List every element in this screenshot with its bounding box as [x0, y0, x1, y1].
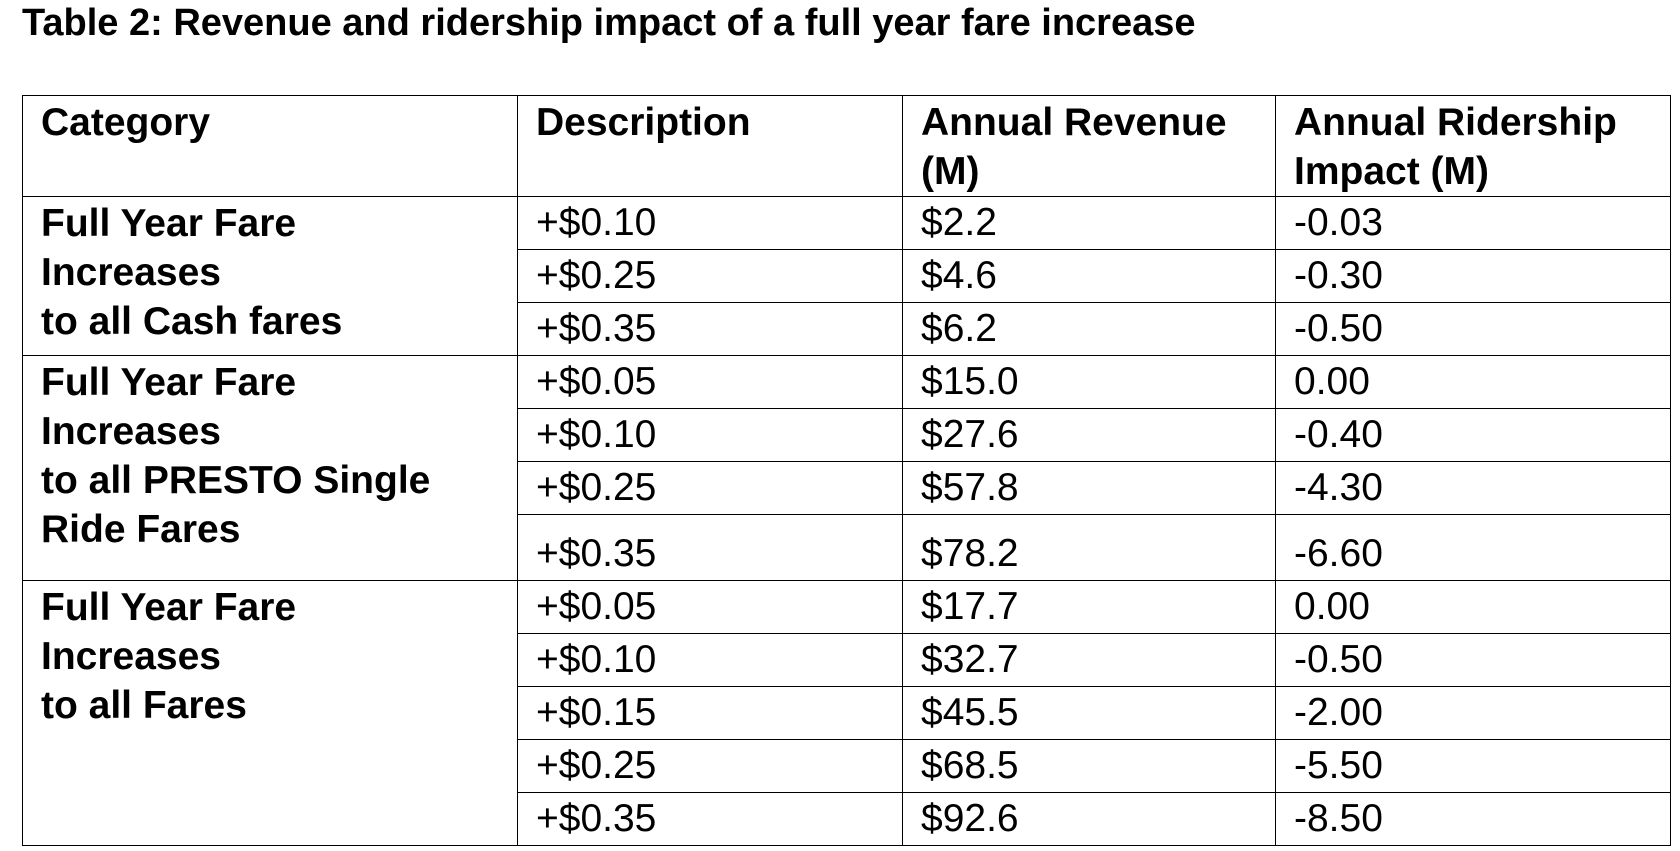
- description-cell: +$0.25: [517, 461, 903, 515]
- table-row: +$0.25 $57.8 -4.30: [23, 461, 1671, 515]
- table-row: +$0.25 $68.5 -5.50: [23, 739, 1671, 793]
- header-annual-revenue: Annual Revenue (M): [902, 95, 1276, 197]
- header-category: Category: [22, 95, 518, 197]
- description-cell: +$0.15: [517, 686, 903, 740]
- header-revenue-line1: Annual Revenue: [921, 101, 1227, 144]
- description-cell: +$0.05: [517, 355, 903, 409]
- category-line: Full Year Fare: [41, 586, 297, 629]
- description-cell: +$0.25: [517, 739, 903, 793]
- ridership-cell: -0.40: [1275, 408, 1671, 462]
- category-cell-presto: Full Year Fare Increases to all PRESTO S…: [22, 355, 518, 581]
- ridership-cell: 0.00: [1275, 580, 1671, 634]
- table-row: +$0.25 $4.6 -0.30: [23, 249, 1671, 303]
- category-line: Full Year Fare: [41, 202, 297, 245]
- table-row: +$0.15 $45.5 -2.00: [23, 686, 1671, 740]
- revenue-cell: $15.0: [902, 355, 1276, 409]
- header-ridership-line2: Impact (M): [1294, 150, 1489, 193]
- description-cell: +$0.05: [517, 580, 903, 634]
- ridership-cell: -4.30: [1275, 461, 1671, 515]
- header-description-label: Description: [536, 101, 751, 144]
- description-cell: +$0.35: [517, 302, 903, 356]
- ridership-cell: -0.03: [1275, 196, 1671, 250]
- revenue-cell: $92.6: [902, 792, 1276, 846]
- revenue-cell: $57.8: [902, 461, 1276, 515]
- revenue-cell: $2.2: [902, 196, 1276, 250]
- description-cell: +$0.10: [517, 633, 903, 687]
- category-line: Full Year Fare: [41, 361, 297, 404]
- revenue-cell: $27.6: [902, 408, 1276, 462]
- ridership-cell: -0.50: [1275, 302, 1671, 356]
- ridership-cell: 0.00: [1275, 355, 1671, 409]
- category-line: to all Cash fares: [41, 300, 343, 343]
- revenue-cell: $68.5: [902, 739, 1276, 793]
- ridership-cell: -0.30: [1275, 249, 1671, 303]
- header-row: Category Description Annual Revenue (M) …: [22, 95, 1671, 197]
- table-title: Table 2: Revenue and ridership impact of…: [22, 2, 1196, 44]
- ridership-cell: -8.50: [1275, 792, 1671, 846]
- header-ridership-line1: Annual Ridership: [1294, 101, 1617, 144]
- table-row: Full Year Fare Increases to all PRESTO S…: [22, 355, 1671, 581]
- category-line: Increases: [41, 251, 221, 294]
- revenue-cell: $45.5: [902, 686, 1276, 740]
- table-row: Full Year Fare Increases to all Cash far…: [22, 196, 1671, 356]
- header-description: Description: [517, 95, 903, 197]
- table-row: Full Year Fare Increases to all Fares +$…: [22, 580, 1671, 846]
- table-row: +$0.35 $78.2 -6.60: [23, 514, 1671, 581]
- category-line: Increases: [41, 635, 221, 678]
- revenue-cell: $6.2: [902, 302, 1276, 356]
- revenue-cell: $17.7: [902, 580, 1276, 634]
- category-cell-cash: Full Year Fare Increases to all Cash far…: [22, 196, 518, 356]
- ridership-cell: -2.00: [1275, 686, 1671, 740]
- description-cell: +$0.25: [517, 249, 903, 303]
- fare-increase-table: Category Description Annual Revenue (M) …: [22, 95, 1671, 846]
- header-annual-ridership: Annual Ridership Impact (M): [1275, 95, 1671, 197]
- category-line: Ride Fares: [41, 508, 241, 551]
- revenue-cell: $78.2: [902, 514, 1276, 581]
- revenue-cell: $32.7: [902, 633, 1276, 687]
- header-category-label: Category: [41, 101, 211, 144]
- revenue-cell: $4.6: [902, 249, 1276, 303]
- description-cell: +$0.35: [517, 514, 903, 581]
- ridership-cell: -6.60: [1275, 514, 1671, 581]
- category-line: to all Fares: [41, 684, 247, 727]
- ridership-cell: -5.50: [1275, 739, 1671, 793]
- description-cell: +$0.35: [517, 792, 903, 846]
- category-line: to all PRESTO Single: [41, 459, 431, 502]
- ridership-cell: -0.50: [1275, 633, 1671, 687]
- category-line: Increases: [41, 410, 221, 453]
- header-revenue-line2: (M): [921, 150, 980, 193]
- table-row: +$0.35 $92.6 -8.50: [23, 792, 1671, 846]
- table-row: +$0.10 $32.7 -0.50: [23, 633, 1671, 687]
- category-cell-all: Full Year Fare Increases to all Fares: [22, 580, 518, 846]
- description-cell: +$0.10: [517, 408, 903, 462]
- description-cell: +$0.10: [517, 196, 903, 250]
